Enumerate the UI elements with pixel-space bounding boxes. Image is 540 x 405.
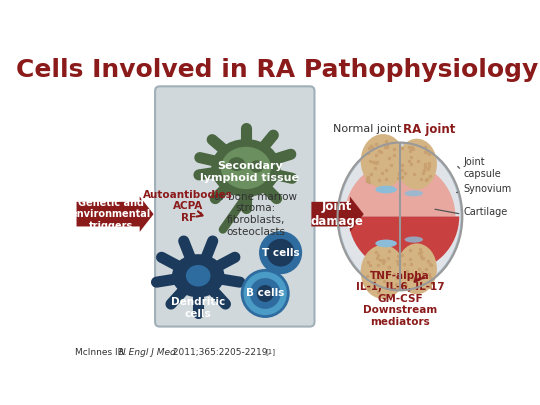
Ellipse shape <box>186 265 211 286</box>
Ellipse shape <box>221 147 271 189</box>
Circle shape <box>256 285 274 302</box>
Text: TNF-alpha
IL-1, IL-6, IL-17
GM-CSF
Downstream
mediators: TNF-alpha IL-1, IL-6, IL-17 GM-CSF Downs… <box>356 271 444 327</box>
Text: Dendritic
cells: Dendritic cells <box>171 297 225 319</box>
Text: Cartilage: Cartilage <box>463 207 508 217</box>
Text: McInnes IB.: McInnes IB. <box>75 348 130 357</box>
FancyBboxPatch shape <box>155 86 314 326</box>
Wedge shape <box>348 216 459 272</box>
Text: 2011;365:2205-2219.: 2011;365:2205-2219. <box>171 348 271 357</box>
Ellipse shape <box>397 139 437 190</box>
Text: or bone marrow
stroma:
fibroblasts,
osteoclasts: or bone marrow stroma: fibroblasts, oste… <box>214 192 298 237</box>
Text: Cells Involved in RA Pathophysiology: Cells Involved in RA Pathophysiology <box>16 58 538 82</box>
Text: N Engl J Med: N Engl J Med <box>119 348 176 357</box>
Ellipse shape <box>375 240 397 247</box>
Ellipse shape <box>339 143 462 290</box>
Circle shape <box>267 239 294 266</box>
Text: [1]: [1] <box>265 348 275 355</box>
Text: RA joint: RA joint <box>403 123 455 136</box>
Ellipse shape <box>172 254 225 297</box>
FancyArrow shape <box>312 196 364 232</box>
Text: T cells: T cells <box>262 247 299 258</box>
Ellipse shape <box>361 245 406 299</box>
Ellipse shape <box>228 157 245 171</box>
Text: Synovium: Synovium <box>463 184 511 194</box>
Ellipse shape <box>404 190 423 196</box>
Text: Normal joint: Normal joint <box>333 124 402 134</box>
Text: Autoantibodies
ACPA
RF: Autoantibodies ACPA RF <box>143 190 233 223</box>
Ellipse shape <box>375 185 397 193</box>
Circle shape <box>259 231 302 274</box>
Text: Genetic and
environmental
triggers: Genetic and environmental triggers <box>71 198 151 231</box>
Text: Joint
damage: Joint damage <box>310 200 363 228</box>
Text: B cells: B cells <box>246 288 285 298</box>
Text: Secondary
lymphoid tissue: Secondary lymphoid tissue <box>200 161 299 183</box>
Ellipse shape <box>250 160 264 173</box>
FancyArrow shape <box>77 196 153 232</box>
Ellipse shape <box>404 237 423 243</box>
Ellipse shape <box>211 139 281 197</box>
Wedge shape <box>345 161 455 216</box>
Circle shape <box>242 271 288 317</box>
Ellipse shape <box>361 134 406 188</box>
Text: Joint
capsule: Joint capsule <box>463 157 501 179</box>
Circle shape <box>250 278 281 309</box>
Ellipse shape <box>397 243 437 294</box>
